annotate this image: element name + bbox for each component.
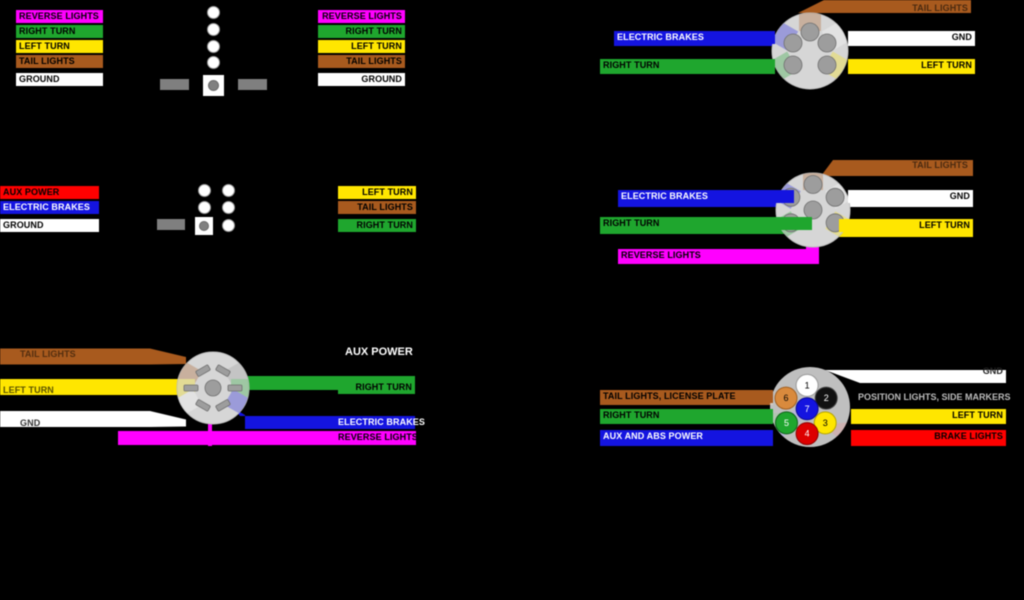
svg-text:7: 7	[805, 404, 810, 414]
svg-text:2: 2	[824, 393, 829, 403]
svg-text:4: 4	[805, 429, 810, 439]
svg-text:5: 5	[784, 418, 789, 428]
svg-text:6: 6	[783, 393, 788, 403]
svg-text:3: 3	[823, 418, 828, 428]
svg-text:1: 1	[805, 380, 810, 390]
